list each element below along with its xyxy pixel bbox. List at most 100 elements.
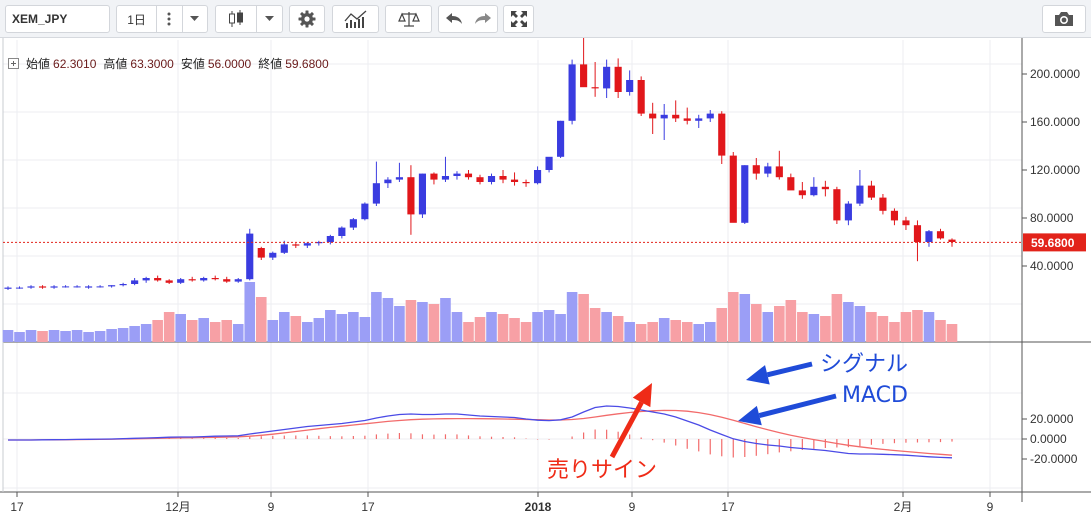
candle-body xyxy=(395,177,403,180)
candle-body xyxy=(257,248,265,258)
chevron-down-icon[interactable] xyxy=(257,6,282,32)
price-tick-label: 80.0000 xyxy=(1030,211,1074,225)
candle-body xyxy=(487,176,496,182)
candle-body xyxy=(798,190,806,196)
volume-bar xyxy=(935,320,946,342)
low-value: 56.0000 xyxy=(207,56,252,71)
signal-arrow-head xyxy=(746,365,770,385)
low-label: 安値 xyxy=(180,57,205,71)
volume-bar xyxy=(417,302,428,342)
volume-bar xyxy=(428,304,440,342)
volume-bar xyxy=(163,312,175,342)
interval-label[interactable]: 1日 xyxy=(127,12,146,27)
symbol-search-input[interactable]: XEM_JPY xyxy=(5,5,110,33)
volume-bar xyxy=(520,322,532,342)
indicators-button[interactable] xyxy=(332,5,379,33)
candle-body xyxy=(568,64,576,121)
volume-bar xyxy=(658,318,670,342)
candle-body xyxy=(810,186,818,196)
candle-body xyxy=(533,170,542,184)
candle-body xyxy=(73,286,81,288)
interval-selector[interactable]: 1日 xyxy=(116,5,208,33)
volume-bar xyxy=(405,300,417,342)
signal-line xyxy=(8,409,953,456)
candle-body xyxy=(925,231,933,242)
volume-bar xyxy=(14,332,25,342)
candle-body xyxy=(27,286,35,288)
volume-bar xyxy=(670,320,682,342)
volume-bar xyxy=(152,320,163,342)
volume-bar xyxy=(313,318,325,342)
chart-area[interactable]: 240.0000200.0000160.0000120.000080.00004… xyxy=(0,38,1091,517)
volume-bar xyxy=(255,297,267,342)
volume-bar xyxy=(117,328,129,342)
time-tick-label: 2018 xyxy=(525,500,552,514)
candle-body xyxy=(821,186,829,190)
undo-redo-group xyxy=(438,5,498,33)
fullscreen-button[interactable] xyxy=(503,5,534,33)
candle-body xyxy=(326,236,334,242)
time-tick-label: 9 xyxy=(268,500,275,514)
candle-body xyxy=(580,64,588,88)
volume-bar xyxy=(221,320,233,342)
open-label: 始値 xyxy=(26,57,51,71)
volume-bar xyxy=(267,320,279,342)
volume-bar xyxy=(394,306,405,342)
volume-bar xyxy=(589,308,601,342)
volume-bar xyxy=(278,312,290,342)
volume-bar xyxy=(774,306,785,342)
volume-bar xyxy=(129,326,140,342)
volume-bar xyxy=(451,312,463,342)
candle-body xyxy=(303,243,311,246)
candle-body xyxy=(418,173,427,215)
candle-body xyxy=(165,280,173,283)
volume-bar xyxy=(866,312,877,342)
snapshot-button[interactable] xyxy=(1042,5,1086,33)
candle-body xyxy=(177,279,185,283)
candle-body xyxy=(61,286,70,288)
candle-body xyxy=(349,219,357,228)
candle-body xyxy=(787,177,795,191)
candle-body xyxy=(672,114,680,119)
volume-bar xyxy=(60,331,71,342)
candle-body xyxy=(315,242,323,244)
macd-tick-label: -20.0000 xyxy=(1030,452,1078,466)
volume-bar xyxy=(209,322,221,342)
fullscreen-icon xyxy=(510,10,528,28)
candle-body xyxy=(38,286,47,288)
volume-bar xyxy=(244,282,256,342)
gear-icon xyxy=(298,10,316,28)
volume-bar xyxy=(808,314,820,342)
volume-bar xyxy=(371,292,382,342)
volume-bar xyxy=(532,312,543,342)
candle-body xyxy=(372,183,380,204)
redo-icon[interactable] xyxy=(474,12,492,26)
candle-body xyxy=(879,197,887,211)
expand-icon[interactable] xyxy=(8,58,19,69)
divider xyxy=(256,5,257,33)
macd-tick-label: 20.0000 xyxy=(1030,412,1074,426)
close-value: 59.6800 xyxy=(285,56,329,71)
volume-bar xyxy=(566,292,578,342)
chart-settings-button[interactable] xyxy=(289,5,325,33)
candle-body xyxy=(510,179,519,182)
macd-line xyxy=(8,405,953,459)
volume-bar xyxy=(843,302,854,342)
macd-arrow-head xyxy=(738,405,762,426)
symbol-label: XEM_JPY xyxy=(12,12,68,26)
compare-button[interactable] xyxy=(385,5,432,33)
chevron-down-icon[interactable] xyxy=(183,6,207,32)
candle-body xyxy=(683,118,691,121)
volume-bar xyxy=(463,322,474,342)
volume-bar xyxy=(94,331,106,342)
more-vertical-icon[interactable] xyxy=(157,6,181,32)
candle-body xyxy=(637,80,645,114)
undo-icon[interactable] xyxy=(445,12,463,26)
candlestick-icon[interactable] xyxy=(216,6,256,32)
chart-toolbar: XEM_JPY 1日 xyxy=(0,0,1091,38)
volume-bar xyxy=(302,322,313,342)
price-chart[interactable]: 240.0000200.0000160.0000120.000080.00004… xyxy=(0,38,1091,517)
macd-annotation: MACD xyxy=(842,383,908,408)
candle-body xyxy=(764,166,772,174)
chart-type-selector[interactable] xyxy=(215,5,283,33)
